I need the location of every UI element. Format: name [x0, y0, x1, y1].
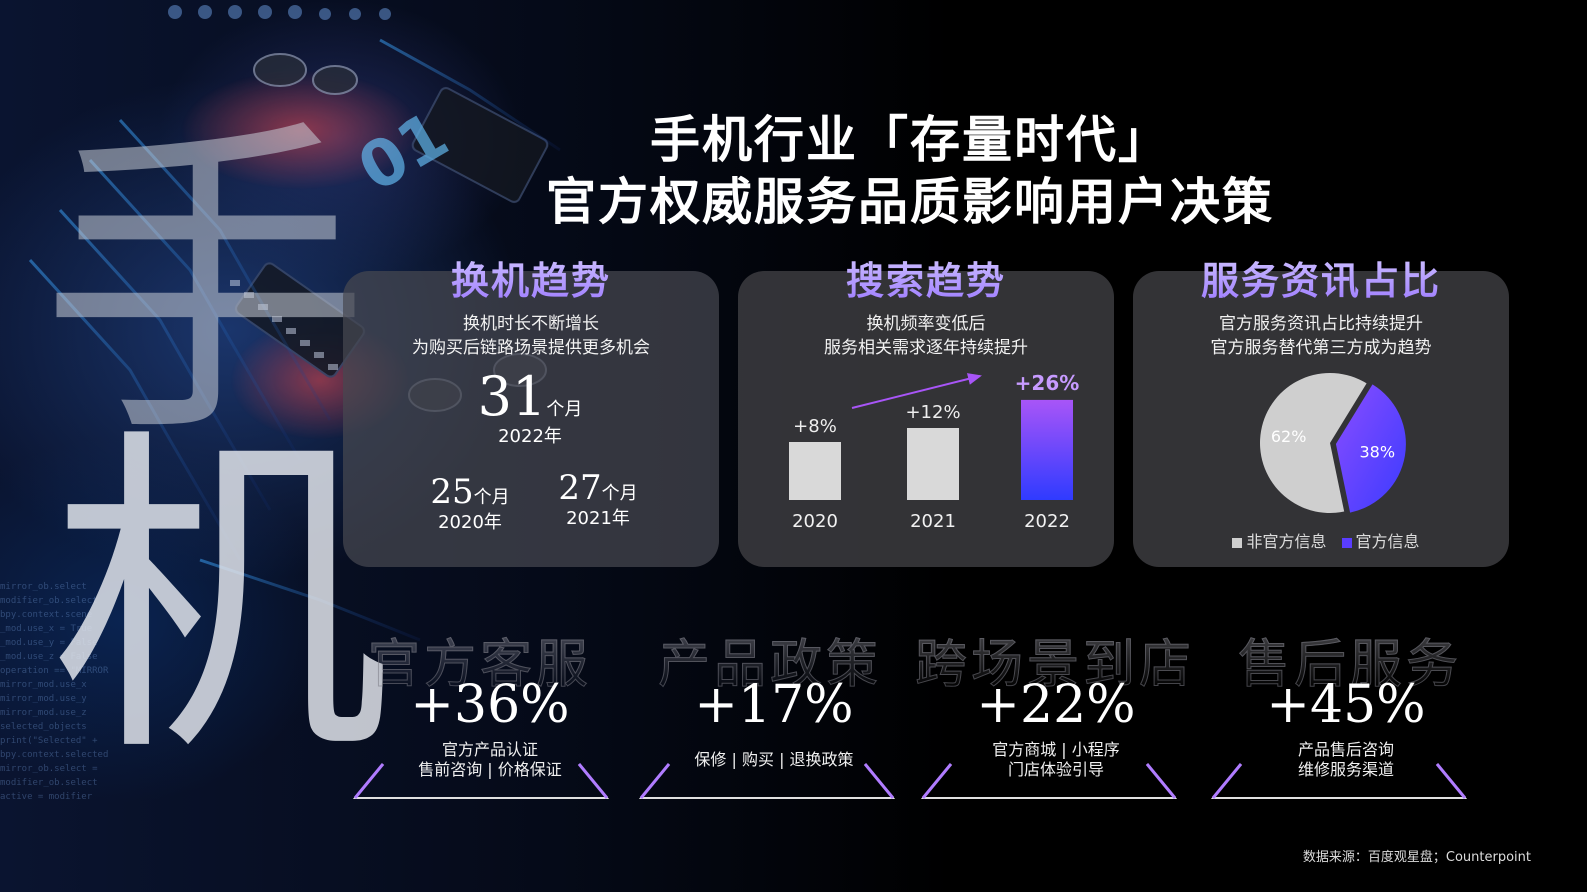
metric-frame-0 — [353, 763, 609, 799]
switch-trend-title: 换机趋势 — [343, 250, 719, 305]
stat-value: 31 — [477, 365, 547, 428]
metric-cross-scene: +22% 官方商城 | 小程序 门店体验引导 — [926, 670, 1186, 780]
metric-desc-line-2: 维修服务渠道 — [1297, 760, 1394, 779]
metric-category-1: 产品政策 — [620, 622, 920, 697]
metric-category-0: 官方客服 — [330, 622, 630, 697]
stat-value: 27 — [558, 468, 602, 508]
metric-value: +45% — [1266, 675, 1426, 735]
stat-unit: 个月 — [601, 483, 638, 504]
background-char-shou: 手 — [40, 93, 370, 477]
headline-line-2: 官方权威服务品质影响用户决策 — [546, 173, 1274, 231]
stat-unit: 个月 — [473, 487, 510, 508]
switch-duration-2021: 27个月 2021年 — [548, 468, 648, 530]
switch-trend-subtitle: 换机时长不断增长 为购买后链路场景提供更多机会 — [343, 312, 719, 360]
search-trend-subtitle: 换机频率变低后 服务相关需求逐年持续提升 — [738, 312, 1114, 360]
legend-label-nonofficial: 非官方信息 — [1246, 532, 1327, 551]
stat-value: 25 — [430, 472, 474, 512]
switch-subtitle-line-2: 为购买后链路场景提供更多机会 — [412, 338, 650, 358]
service-subtitle-line-1: 官方服务资讯占比持续提升 — [1219, 314, 1423, 334]
metric-category-2: 跨场景到店 — [905, 622, 1205, 697]
metric-desc-line-1: 官方产品认证 — [441, 740, 538, 759]
service-subtitle-line-2: 官方服务替代第三方成为趋势 — [1210, 338, 1432, 358]
metric-desc-line-1: 官方商城 | 小程序 — [992, 740, 1120, 759]
data-source-note: 数据来源：百度观星盘；Counterpoint — [1302, 850, 1531, 865]
background-char-ji: 机 — [50, 402, 390, 798]
service-share-title: 服务资讯占比 — [1133, 250, 1509, 305]
metric-product-policy: +17% 保修 | 购买 | 退换政策 — [644, 670, 904, 770]
search-trend-title: 搜索趋势 — [738, 250, 1114, 305]
stat-year: 2022年 — [498, 426, 562, 447]
stat-unit: 个月 — [546, 399, 583, 420]
metric-desc-line-2: 门店体验引导 — [1007, 760, 1104, 779]
switch-trend-card — [343, 271, 719, 567]
headline-line-1: 手机行业「存量时代」 — [650, 111, 1170, 169]
switch-subtitle-line-1: 换机时长不断增长 — [463, 314, 599, 334]
search-subtitle-line-1: 换机频率变低后 — [866, 314, 986, 334]
switch-duration-2022: 31个月 2022年 — [470, 368, 590, 448]
code-text-decoration: mirror_ob.select modifier_ob.select bpy.… — [0, 582, 109, 802]
legend-swatch-nonofficial — [1232, 537, 1243, 548]
metric-frame-3 — [1211, 763, 1467, 799]
switch-duration-2020: 25个月 2020年 — [420, 472, 520, 534]
legend-swatch-official — [1341, 537, 1352, 548]
metric-value: +17% — [694, 675, 854, 735]
metric-after-sales: +45% 产品售后咨询 维修服务渠道 — [1216, 670, 1476, 780]
stat-year: 2020年 — [438, 512, 502, 533]
metric-category-3: 售后服务 — [1200, 622, 1500, 697]
search-subtitle-line-2: 服务相关需求逐年持续提升 — [824, 338, 1028, 358]
metric-official-support: +36% 官方产品认证 售前咨询 | 价格保证 — [360, 670, 620, 780]
pie-legend: 非官方信息 官方信息 — [1133, 528, 1509, 552]
service-share-subtitle: 官方服务资讯占比持续提升 官方服务替代第三方成为趋势 — [1133, 312, 1509, 360]
metric-frame-1 — [639, 763, 895, 799]
metric-desc-line-2: 售前咨询 | 价格保证 — [418, 760, 562, 779]
metric-value: +22% — [976, 675, 1136, 735]
metric-desc-line-1: 产品售后咨询 — [1297, 740, 1394, 759]
metric-frame-2 — [921, 763, 1177, 799]
metric-desc-line-1: 保修 | 购买 | 退换政策 — [694, 750, 854, 769]
legend-label-official: 官方信息 — [1355, 532, 1420, 551]
circuit-board-illustration: 01 — [28, 5, 561, 642]
metric-value: +36% — [410, 675, 570, 735]
stat-year: 2021年 — [566, 508, 630, 529]
